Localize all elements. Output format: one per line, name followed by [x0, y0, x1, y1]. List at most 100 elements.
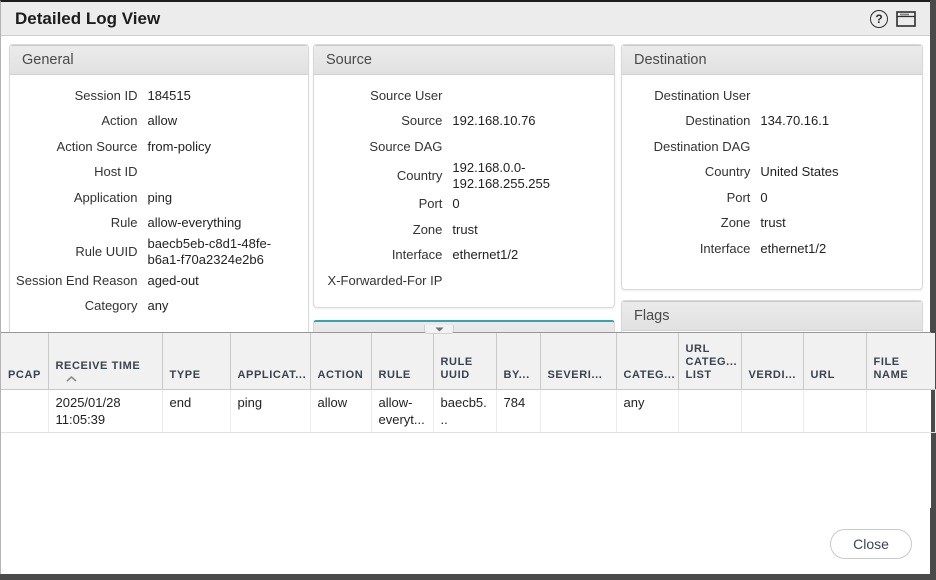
field-value: ping — [147, 189, 173, 205]
column-header-label: RULE UUID — [440, 355, 473, 381]
field-row: Source User — [318, 83, 604, 109]
field-value: 192.168.0.0-192.168.255.255 — [452, 159, 551, 191]
field-label: Interface — [699, 240, 751, 256]
field-row: Rule UUID baecb5eb-c8d1-48fe-b6a1-f70a232… — [14, 236, 298, 268]
field-row: Session End Reason aged-out — [14, 268, 298, 294]
log-table-body: 2025/01/28 11:05:39 end ping allow allow-eve… — [1, 389, 936, 433]
field-row: Destination 134.70.16.1 — [626, 109, 912, 135]
destination-panel: Destination Destination User Destination 1… — [621, 44, 923, 290]
column-header-action[interactable]: ACTION — [310, 333, 372, 390]
field-label: Zone — [720, 215, 751, 231]
column-header-file-name[interactable]: FILE NAME — [866, 333, 935, 390]
column-header-url[interactable]: URL — [803, 333, 867, 390]
field-row: Category any — [14, 294, 298, 320]
dialog-content: General Session ID 184515 Action allow Actio… — [1, 36, 936, 573]
dialog-titlebar: Detailed Log View ? — [1, 2, 930, 36]
log-table-cell — [741, 389, 804, 433]
column-header-label: URL — [810, 368, 835, 381]
source-panel-body: Source User Source 192.168.10.76 Source DAG… — [314, 75, 614, 300]
dialog-title: Detailed Log View — [15, 8, 161, 28]
field-label: Destination DAG — [653, 138, 751, 154]
field-label: Host ID — [94, 164, 138, 180]
field-label: Destination — [685, 113, 751, 129]
field-label: Application — [73, 189, 138, 205]
column-header-pcap[interactable]: PCAP — [1, 333, 49, 390]
log-table-row[interactable]: 2025/01/28 11:05:39 end ping allow allow-eve… — [1, 389, 936, 433]
column-header-receive-time[interactable]: RECEIVE TIME — [48, 333, 163, 390]
field-label: Port — [418, 196, 443, 212]
log-table-head: PCAP RECEIVE TIME TYPE APPLICAT... ACTION RUL… — [1, 333, 935, 390]
field-value: 134.70.16.1 — [760, 113, 830, 129]
field-label: Country — [396, 167, 443, 183]
field-value: baecb5eb-c8d1-48fe-b6a1-f70a2324e2b6 — [147, 236, 272, 267]
help-icon[interactable]: ? — [870, 9, 888, 28]
field-row: Session ID 184515 — [14, 83, 298, 109]
field-value: aged-out — [147, 272, 199, 288]
field-value: United States — [760, 164, 839, 180]
field-value: 0 — [760, 189, 768, 205]
log-table-container: PCAP RECEIVE TIME TYPE APPLICAT... ACTION RUL… — [1, 332, 936, 508]
field-row: Action allow — [14, 109, 298, 135]
log-table-cell — [678, 389, 742, 433]
field-label: Source User — [370, 87, 443, 103]
log-table-cell: end — [162, 389, 231, 433]
log-table-cell: 2025/01/28 11:05:39 — [48, 389, 163, 433]
field-value: 0 — [452, 196, 460, 212]
column-header-type[interactable]: TYPE — [162, 333, 231, 390]
column-header-severi[interactable]: SEVERI... — [540, 333, 617, 390]
column-header-label: CATEG... — [623, 368, 676, 381]
field-row: Rule allow-everything — [14, 211, 298, 237]
field-label: Rule — [110, 215, 138, 231]
column-header-rule-uuid[interactable]: RULE UUID — [433, 333, 497, 390]
field-row: X-Forwarded-For IP — [318, 268, 604, 294]
column-header-label: PCAP — [8, 368, 41, 381]
log-table-cell: ping — [230, 389, 311, 433]
column-header-applicat[interactable]: APPLICAT... — [230, 333, 311, 390]
log-table-cell: allow-everyt... — [371, 389, 434, 433]
field-label: X-Forwarded-For IP — [327, 272, 443, 288]
sort-ascending-icon — [65, 375, 77, 382]
field-row: Interface ethernet1/2 — [626, 236, 912, 262]
field-label: Session End Reason — [16, 272, 138, 288]
general-panel-body: Session ID 184515 Action allow Action Source… — [10, 75, 308, 325]
field-label: Port — [726, 189, 751, 205]
field-row: Country 192.168.0.0-192.168.255.255 — [318, 160, 604, 192]
log-table-cell: 784 — [496, 389, 541, 433]
field-row: Action Source from-policy — [14, 134, 298, 160]
log-table-cell — [1, 389, 49, 433]
column-header-by[interactable]: BY... — [496, 333, 541, 390]
column-header-label: URL CATEG... LIST — [685, 342, 738, 381]
field-row: Zone trust — [626, 211, 912, 237]
column-header-label: BY... — [503, 368, 530, 381]
field-label: Source — [401, 113, 443, 129]
column-header-label: APPLICAT... — [237, 368, 307, 381]
field-row: Destination DAG — [626, 134, 912, 160]
field-row: Destination User — [626, 83, 912, 109]
column-header-categ[interactable]: CATEG... — [616, 333, 679, 390]
log-table-cell: baecb5... — [433, 389, 497, 433]
splitter-handle[interactable] — [424, 325, 454, 334]
log-table: PCAP RECEIVE TIME TYPE APPLICAT... ACTION RUL… — [1, 333, 936, 433]
field-label: Session ID — [74, 87, 138, 103]
column-header-verdi[interactable]: VERDI... — [741, 333, 804, 390]
field-value: 184515 — [147, 87, 191, 103]
field-value: 192.168.10.76 — [452, 113, 536, 129]
field-value: ethernet1/2 — [760, 240, 827, 256]
field-label: Zone — [412, 221, 443, 237]
field-label: Country — [704, 164, 751, 180]
column-header-rule[interactable]: RULE — [371, 333, 434, 390]
column-header-label: RECEIVE TIME — [55, 359, 141, 372]
close-button[interactable]: Close — [830, 529, 912, 559]
column-header-url-categ-list[interactable]: URL CATEG... LIST — [678, 333, 742, 390]
popout-window-icon[interactable] — [896, 10, 916, 27]
field-label: Rule UUID — [75, 244, 138, 259]
field-value: ethernet1/2 — [452, 247, 519, 263]
column-header-label: TYPE — [169, 368, 201, 381]
field-value: allow-everything — [147, 215, 242, 231]
general-panel: General Session ID 184515 Action allow Actio… — [9, 44, 309, 336]
general-panel-header: General — [10, 45, 308, 75]
field-row: Country United States — [626, 160, 912, 186]
column-header-label: FILE NAME — [873, 355, 909, 381]
